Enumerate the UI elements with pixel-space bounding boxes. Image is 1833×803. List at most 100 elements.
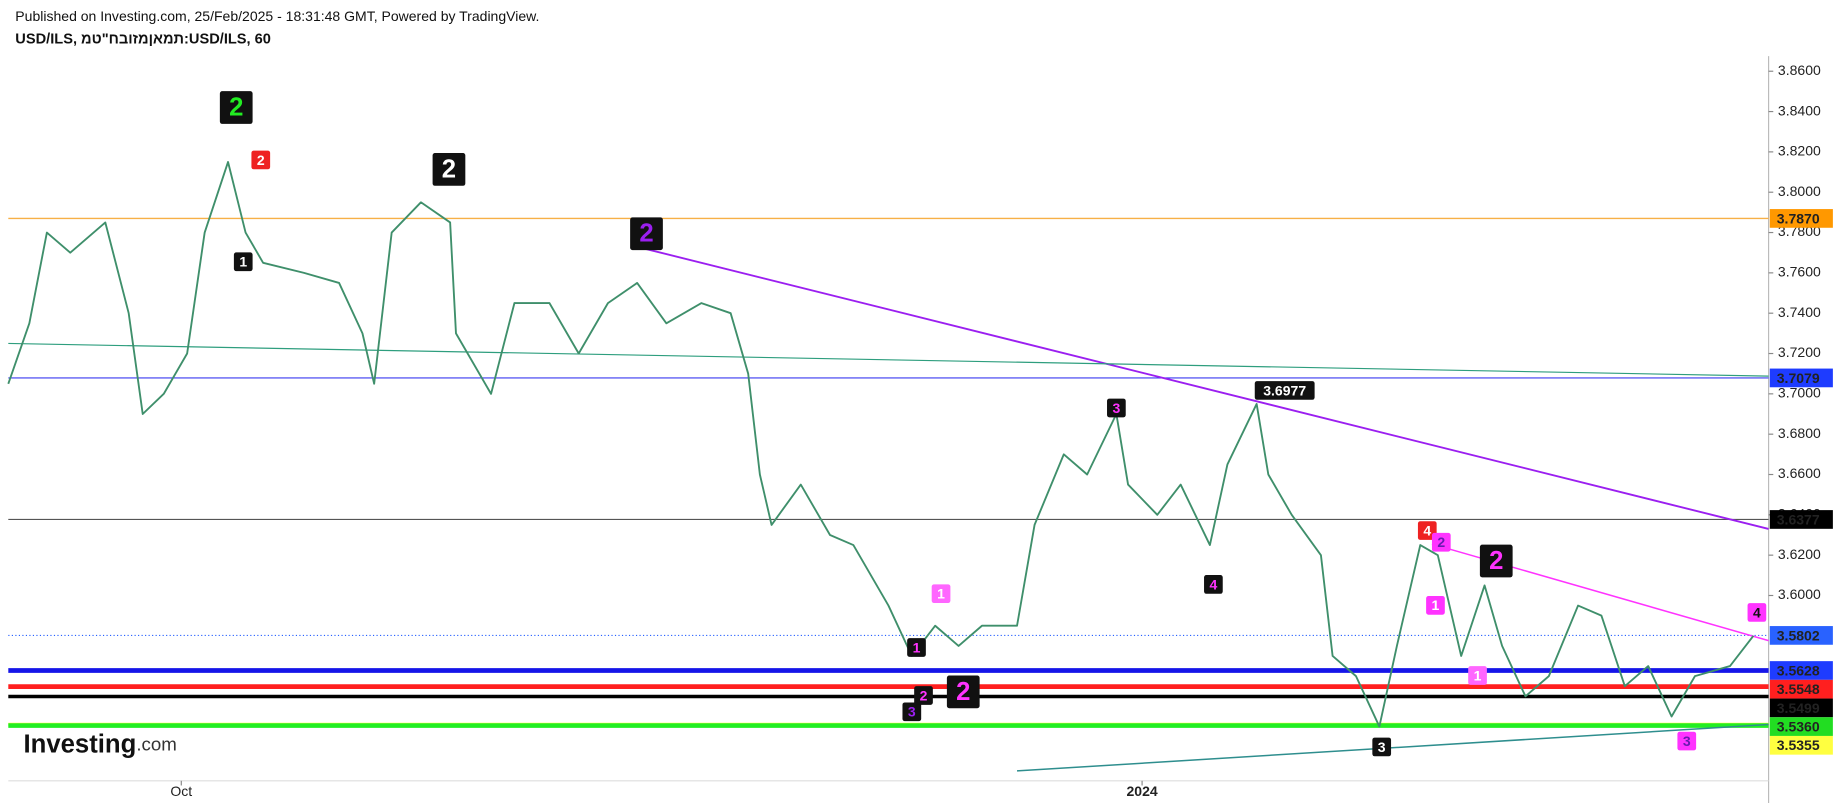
trend-line bbox=[640, 246, 1769, 530]
y-tick-label: 3.6800 bbox=[1778, 425, 1821, 441]
y-tick-label: 3.6200 bbox=[1778, 546, 1821, 562]
wave-label-text: 3 bbox=[1683, 733, 1691, 749]
logo-name: Investing bbox=[23, 731, 136, 759]
wave-label-bg bbox=[1747, 603, 1767, 622]
y-tick-label: 3.7000 bbox=[1778, 385, 1821, 401]
wave-label: 3 bbox=[1107, 398, 1126, 418]
logo-suffix: .com bbox=[136, 734, 176, 755]
logo: Investing.com bbox=[23, 731, 176, 759]
level-label-bg bbox=[1769, 661, 1833, 680]
wave-label-bg bbox=[233, 252, 253, 272]
wave-label: 4 bbox=[1747, 603, 1767, 622]
wave-label-text: 1 bbox=[913, 639, 921, 655]
level-label-bg bbox=[1769, 679, 1833, 699]
wave-label: 1 bbox=[1426, 596, 1445, 615]
y-tick-label: 3.8200 bbox=[1778, 143, 1821, 159]
wave-label: 2 bbox=[946, 675, 980, 709]
level-label: 3.5360 bbox=[1777, 718, 1820, 734]
level-label: 3.5802 bbox=[1777, 627, 1820, 643]
wave-label-bg bbox=[1677, 731, 1697, 751]
level-label: 3.7079 bbox=[1777, 370, 1820, 386]
level-label-bg bbox=[1769, 735, 1833, 755]
wave-label-text: 1 bbox=[937, 586, 945, 602]
wave-label-bg bbox=[1479, 544, 1513, 578]
wave-label-text: 4 bbox=[1423, 522, 1431, 538]
wave-label-bg bbox=[219, 91, 253, 124]
wave-label: 3 bbox=[1372, 737, 1392, 757]
wave-label-bg bbox=[1431, 532, 1451, 552]
wave-label-bg bbox=[1372, 737, 1392, 757]
wave-label-bg bbox=[931, 584, 951, 604]
wave-label-bg bbox=[907, 638, 926, 657]
level-label-bg bbox=[1769, 626, 1833, 645]
wave-label: 2 bbox=[630, 217, 663, 251]
y-tick-label: 3.7200 bbox=[1778, 344, 1821, 360]
wave-label-text: 2 bbox=[956, 678, 970, 706]
level-label: 3.5628 bbox=[1777, 662, 1820, 678]
level-label-bg bbox=[1769, 368, 1833, 388]
wave-label-bg bbox=[914, 686, 933, 705]
wave-label: 1 bbox=[1468, 666, 1487, 685]
level-label: 3.7870 bbox=[1777, 210, 1820, 226]
price-line bbox=[7, 161, 1755, 728]
wave-label-text: 1 bbox=[1432, 597, 1440, 613]
wave-label: 3 bbox=[1677, 731, 1697, 751]
level-label: 3.5499 bbox=[1777, 700, 1820, 716]
level-label: 3.5355 bbox=[1777, 737, 1820, 753]
wave-label-bg bbox=[1426, 596, 1445, 615]
trend-line bbox=[8, 342, 1769, 377]
wave-label: 1 bbox=[931, 584, 951, 604]
wave-label-text: 2 bbox=[1437, 534, 1445, 550]
wave-label: 2 bbox=[1431, 532, 1451, 552]
level-label-bg bbox=[1769, 209, 1833, 228]
wave-label-text: 4 bbox=[1753, 604, 1761, 620]
wave-label-bg bbox=[1254, 381, 1315, 400]
trend-line bbox=[1016, 723, 1769, 772]
wave-label-text: 2 bbox=[442, 155, 456, 183]
wave-label: 1 bbox=[907, 638, 926, 657]
wave-label-text: 1 bbox=[1474, 667, 1482, 683]
y-tick-label: 3.6000 bbox=[1778, 586, 1821, 602]
wave-label-text: 3.6977 bbox=[1263, 382, 1306, 398]
wave-label: 2 bbox=[251, 150, 271, 170]
wave-label-text: 2 bbox=[1489, 547, 1503, 575]
wave-label-text: 4 bbox=[1209, 576, 1217, 592]
symbol-title: USD/ILS, תמאןמזובח"טמ:USD/ILS, 60 bbox=[15, 32, 271, 48]
wave-label-bg bbox=[1204, 575, 1223, 594]
wave-label: 4 bbox=[1204, 575, 1223, 594]
y-tick-label: 3.8400 bbox=[1778, 102, 1821, 118]
wave-label-bg bbox=[946, 675, 980, 709]
wave-label: 1 bbox=[233, 252, 253, 272]
level-label-bg bbox=[1769, 698, 1833, 718]
y-tick-label: 3.8000 bbox=[1778, 183, 1821, 199]
wave-label-bg bbox=[1468, 666, 1487, 685]
wave-label-bg bbox=[902, 702, 922, 722]
wave-label: 2 bbox=[914, 686, 933, 705]
wave-label: 3 bbox=[902, 702, 922, 722]
y-tick-label: 3.6600 bbox=[1778, 465, 1821, 481]
wave-label: 2 bbox=[432, 153, 466, 186]
y-tick-label: 3.7600 bbox=[1778, 264, 1821, 280]
wave-label-text: 2 bbox=[229, 93, 243, 121]
y-tick-label: 3.8600 bbox=[1778, 62, 1821, 78]
wave-label-bg bbox=[630, 217, 663, 251]
wave-label-text: 2 bbox=[639, 220, 653, 248]
wave-label-text: 2 bbox=[920, 687, 928, 703]
wave-label-text: 3 bbox=[1112, 400, 1120, 416]
x-tick-label: 2024 bbox=[1126, 783, 1157, 799]
wave-label-text: 1 bbox=[239, 254, 247, 270]
wave-label: 2 bbox=[1479, 544, 1513, 578]
wave-label-bg bbox=[432, 153, 466, 186]
wave-label-text: 3 bbox=[1378, 739, 1386, 755]
wave-label-bg bbox=[1107, 398, 1126, 418]
y-tick-label: 3.7400 bbox=[1778, 304, 1821, 320]
wave-label-text: 3 bbox=[908, 704, 916, 720]
level-label-bg bbox=[1769, 717, 1833, 736]
plot: 3.86003.84003.82003.80003.78003.76003.74… bbox=[7, 62, 1833, 799]
wave-label-bg bbox=[251, 150, 271, 170]
wave-label-text: 2 bbox=[257, 152, 265, 168]
x-tick-label: Oct bbox=[170, 783, 192, 799]
wave-label: 2 bbox=[219, 91, 253, 124]
level-label-bg bbox=[1769, 510, 1833, 529]
